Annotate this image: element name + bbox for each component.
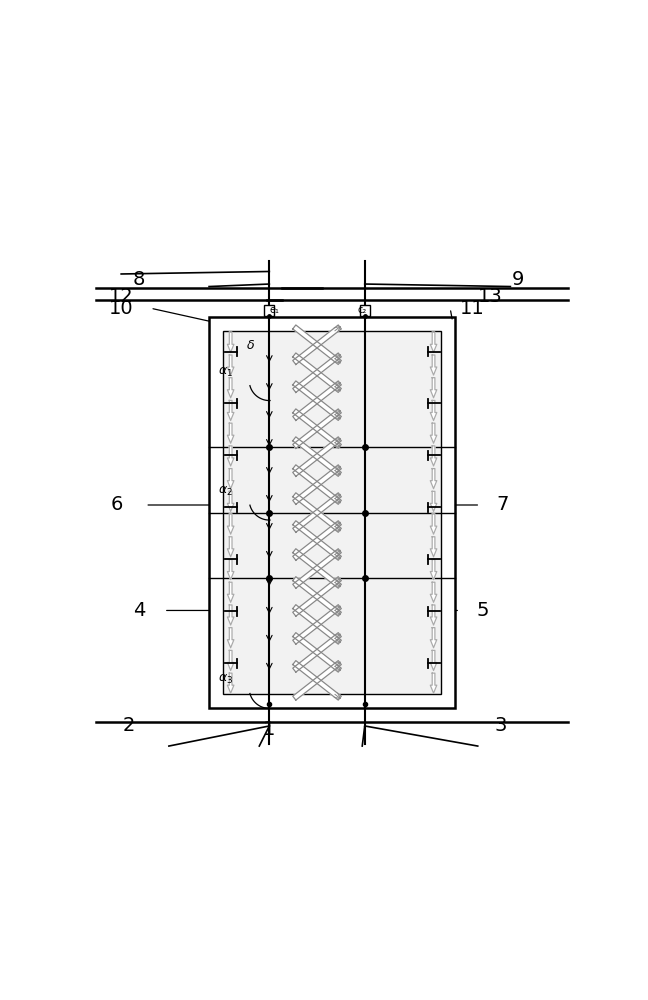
Text: 11: 11 bbox=[460, 299, 485, 318]
Bar bbox=[264, 305, 274, 316]
Polygon shape bbox=[293, 381, 341, 420]
Polygon shape bbox=[227, 605, 234, 625]
Polygon shape bbox=[227, 378, 234, 398]
Text: e₁: e₁ bbox=[270, 305, 279, 315]
Text: 1: 1 bbox=[263, 720, 275, 739]
Polygon shape bbox=[430, 469, 437, 489]
Polygon shape bbox=[293, 661, 341, 700]
Polygon shape bbox=[293, 353, 341, 392]
Polygon shape bbox=[430, 582, 437, 602]
Bar bbox=[209, 317, 455, 708]
Polygon shape bbox=[227, 673, 234, 693]
Polygon shape bbox=[293, 521, 341, 560]
Polygon shape bbox=[293, 409, 341, 448]
Polygon shape bbox=[293, 633, 341, 672]
Polygon shape bbox=[430, 423, 437, 443]
Polygon shape bbox=[293, 577, 341, 616]
Polygon shape bbox=[227, 400, 234, 421]
Polygon shape bbox=[227, 650, 234, 670]
Polygon shape bbox=[430, 378, 437, 398]
Polygon shape bbox=[293, 605, 341, 644]
Polygon shape bbox=[293, 549, 341, 588]
Polygon shape bbox=[430, 491, 437, 511]
Polygon shape bbox=[293, 661, 341, 700]
Text: $\alpha_3$: $\alpha_3$ bbox=[218, 673, 233, 686]
Polygon shape bbox=[430, 446, 437, 466]
Polygon shape bbox=[227, 446, 234, 466]
Text: c₂: c₂ bbox=[358, 305, 367, 315]
Text: 4: 4 bbox=[133, 601, 145, 620]
Text: $\alpha_1$: $\alpha_1$ bbox=[218, 365, 233, 379]
Text: 10: 10 bbox=[109, 299, 133, 318]
Polygon shape bbox=[293, 465, 341, 504]
Bar bbox=[223, 331, 441, 694]
Polygon shape bbox=[430, 514, 437, 534]
Text: 5: 5 bbox=[476, 601, 489, 620]
Polygon shape bbox=[227, 559, 234, 580]
Polygon shape bbox=[293, 549, 341, 588]
Polygon shape bbox=[227, 582, 234, 602]
Bar bbox=[360, 305, 370, 316]
Polygon shape bbox=[293, 437, 341, 476]
Polygon shape bbox=[293, 353, 341, 392]
Polygon shape bbox=[293, 521, 341, 560]
Polygon shape bbox=[293, 437, 341, 476]
Polygon shape bbox=[227, 537, 234, 557]
Polygon shape bbox=[430, 673, 437, 693]
Polygon shape bbox=[293, 409, 341, 448]
Polygon shape bbox=[430, 605, 437, 625]
Polygon shape bbox=[293, 465, 341, 504]
Polygon shape bbox=[293, 493, 341, 532]
Polygon shape bbox=[227, 628, 234, 648]
Polygon shape bbox=[227, 514, 234, 534]
Text: 6: 6 bbox=[111, 495, 123, 514]
Text: 9: 9 bbox=[512, 270, 524, 289]
Polygon shape bbox=[430, 537, 437, 557]
Polygon shape bbox=[430, 332, 437, 352]
Text: 3: 3 bbox=[494, 716, 507, 735]
Polygon shape bbox=[430, 400, 437, 421]
Polygon shape bbox=[430, 559, 437, 580]
Text: $\alpha_2$: $\alpha_2$ bbox=[218, 484, 233, 498]
Text: 2: 2 bbox=[122, 716, 135, 735]
Text: 13: 13 bbox=[478, 287, 503, 306]
Polygon shape bbox=[293, 605, 341, 644]
Polygon shape bbox=[293, 325, 341, 364]
Text: δ: δ bbox=[247, 339, 255, 352]
Text: 7: 7 bbox=[496, 495, 509, 514]
Polygon shape bbox=[430, 628, 437, 648]
Polygon shape bbox=[430, 650, 437, 670]
Polygon shape bbox=[227, 469, 234, 489]
Polygon shape bbox=[227, 355, 234, 375]
Polygon shape bbox=[293, 493, 341, 532]
Text: 12: 12 bbox=[109, 287, 133, 306]
Polygon shape bbox=[293, 633, 341, 672]
Polygon shape bbox=[293, 325, 341, 364]
Polygon shape bbox=[430, 355, 437, 375]
Polygon shape bbox=[227, 423, 234, 443]
Polygon shape bbox=[227, 332, 234, 352]
Polygon shape bbox=[227, 491, 234, 511]
Text: 8: 8 bbox=[133, 270, 145, 289]
Polygon shape bbox=[293, 577, 341, 616]
Polygon shape bbox=[293, 381, 341, 420]
